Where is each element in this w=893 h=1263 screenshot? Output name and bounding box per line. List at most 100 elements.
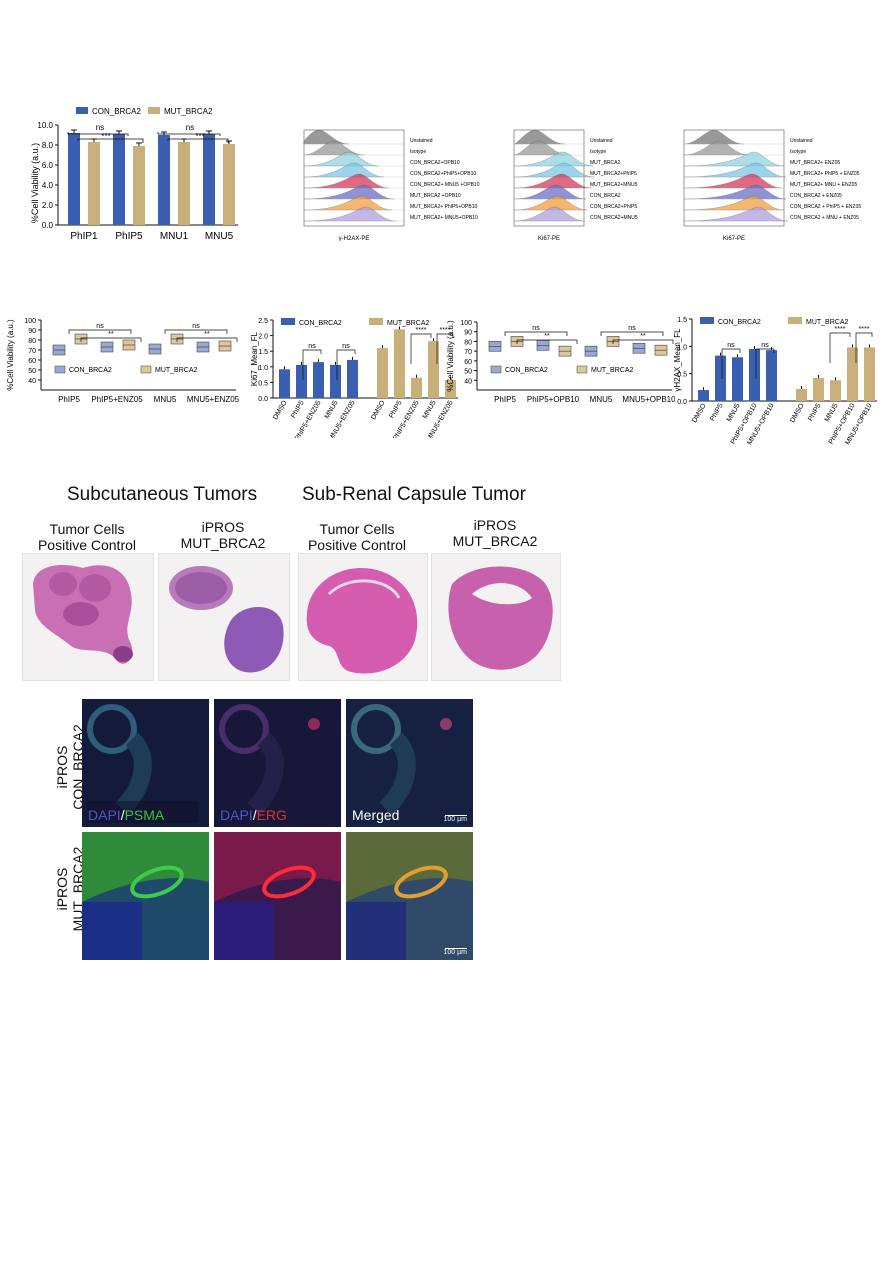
legend-swatch-mut bbox=[148, 107, 160, 114]
histogram bbox=[303, 129, 350, 145]
x-tick: DMSO bbox=[272, 399, 289, 421]
he-image-4 bbox=[431, 553, 561, 681]
bar bbox=[813, 378, 824, 401]
bar bbox=[178, 142, 190, 225]
legend-mut: MUT_BRCA2 bbox=[591, 367, 634, 374]
x-tick: MNU5 bbox=[205, 231, 234, 242]
sig-label: ns bbox=[761, 342, 769, 349]
sig-label: **** bbox=[859, 326, 870, 333]
y-tick: 10.0 bbox=[37, 121, 53, 130]
subrenal-title: Sub-Renal Capsule Tumor bbox=[302, 484, 526, 505]
sig-label: ns bbox=[96, 323, 104, 330]
y-tick: 1.5 bbox=[677, 317, 687, 324]
flow-label: MUT_BRCA2 +OPB10 bbox=[410, 193, 461, 199]
legend-mut: MUT_BRCA2 bbox=[155, 367, 198, 374]
histogram bbox=[513, 206, 585, 222]
legend-con: CON_BRCA2 bbox=[718, 319, 761, 326]
x-tick: MNU5 bbox=[726, 402, 742, 423]
label-merged: Merged bbox=[352, 807, 400, 823]
bar bbox=[133, 146, 145, 225]
flow-panel-ki67-enz: Unstained Isotype MUT_BRCA2+ ENZ05 MUT_BRCA… bbox=[683, 129, 861, 242]
y-tick: 70 bbox=[464, 349, 472, 356]
panel-c-bar: Ki67_Mean_FL 0.0 0.5 1.0 1.5 2.0 2.5 CON_BRCA2 M… bbox=[250, 318, 458, 438]
flow-label: MUT_BRCA2 bbox=[590, 160, 621, 166]
x-tick: PhIP5 bbox=[494, 395, 516, 404]
if-mut-dapi-psma bbox=[82, 832, 209, 960]
bar bbox=[88, 142, 100, 225]
bar bbox=[223, 144, 235, 225]
sig-label: ns bbox=[192, 323, 200, 330]
flow-label: MUT_BRCA2+ ENZ05 bbox=[790, 160, 840, 166]
histogram bbox=[683, 162, 787, 178]
flow-label: CON_BRCA2+MNU5 bbox=[590, 215, 638, 221]
svg-text:***: *** bbox=[195, 132, 204, 141]
y-axis-label: %Cell Viability (a.u.) bbox=[30, 143, 40, 223]
bar bbox=[445, 379, 456, 398]
y-tick: 90 bbox=[464, 330, 472, 337]
flow-label: Isotype bbox=[790, 149, 806, 155]
legend-con: CON_BRCA2 bbox=[299, 320, 342, 327]
y-axis-label: %Cell Viability (a.u.) bbox=[6, 319, 15, 391]
bar bbox=[330, 364, 341, 398]
subcutaneous-title: Subcutaneous Tumors bbox=[67, 484, 258, 505]
y-tick: 8.0 bbox=[42, 141, 54, 150]
histogram bbox=[513, 184, 587, 200]
flow-xlabel: Ki67-PE bbox=[538, 236, 560, 242]
sig-label: ns bbox=[727, 342, 735, 349]
bar bbox=[698, 390, 709, 401]
histogram bbox=[513, 173, 592, 189]
histogram bbox=[683, 173, 783, 189]
flow-label: Isotype bbox=[410, 149, 426, 155]
panel-e-bar: γH2AX_Mean_FL 0.0 0.5 1.0 1.5 CON_BRCA2 MUT_BR… bbox=[673, 317, 877, 446]
flow-xlabel: γ-H2AX-PE bbox=[339, 236, 370, 242]
flow-label: MUT_BRCA2+ MNU5+OPB10 bbox=[410, 215, 478, 221]
flow-label: CON_BRCA2+ MNU5 +OPB10 bbox=[410, 182, 480, 188]
y-tick: 100 bbox=[460, 320, 472, 327]
he-image-1 bbox=[22, 553, 154, 681]
label-psma: PSMA bbox=[124, 807, 165, 823]
legend-con: CON_BRCA2 bbox=[92, 107, 141, 116]
y-tick: 4.0 bbox=[42, 181, 54, 190]
sig-label: ** bbox=[640, 333, 646, 340]
x-tick: MNU5 bbox=[590, 395, 613, 404]
y-tick: 0.0 bbox=[677, 399, 687, 406]
histogram bbox=[303, 195, 393, 211]
x-tick: MNU5 bbox=[422, 399, 438, 420]
caption-1: Tumor Cells Positive Control bbox=[37, 521, 137, 553]
svg-text:ns: ns bbox=[186, 123, 194, 132]
sig-label: ns bbox=[628, 325, 636, 332]
histogram bbox=[303, 173, 390, 189]
sig-label: ns bbox=[308, 343, 316, 350]
bar bbox=[830, 380, 841, 401]
sig-label: ns bbox=[342, 343, 350, 350]
y-axis-label: %Cell Viability (a.u.) bbox=[446, 320, 455, 392]
y-tick: 60 bbox=[28, 358, 36, 365]
sig-label: **** bbox=[416, 327, 427, 334]
histogram bbox=[513, 162, 595, 178]
y-tick: 1.0 bbox=[677, 344, 687, 351]
flow-panel-ki67-opb: Unstained Isotype MUT_BRCA2 MUT_BRCA2+PhIP5… bbox=[513, 129, 638, 242]
y-tick: 1.5 bbox=[258, 349, 268, 356]
bar bbox=[296, 364, 307, 398]
sig-label: **** bbox=[440, 327, 451, 334]
bar bbox=[411, 377, 422, 398]
bar bbox=[864, 347, 875, 401]
histogram bbox=[513, 151, 594, 167]
x-tick: DMSO bbox=[789, 402, 806, 424]
histogram bbox=[303, 184, 395, 200]
bar bbox=[113, 134, 125, 225]
flow-label: CON_BRCA2 + PhIP5 + ENZ05 bbox=[790, 204, 861, 210]
panel-d-boxplot: %Cell Viability (a.u.) 40 50 60 70 80 90 100 PhI… bbox=[446, 320, 675, 404]
bar bbox=[394, 329, 405, 398]
legend-mut: MUT_BRCA2 bbox=[164, 107, 213, 116]
y-tick: 60 bbox=[464, 359, 472, 366]
histogram bbox=[683, 151, 785, 167]
y-tick: 70 bbox=[28, 348, 36, 355]
if-mut-merged: 100 µm bbox=[346, 832, 473, 960]
y-tick: 40 bbox=[28, 378, 36, 385]
bar bbox=[158, 135, 170, 225]
x-tick: MNU5 bbox=[154, 395, 177, 404]
bar bbox=[715, 355, 726, 401]
x-tick: MNU5 bbox=[824, 402, 840, 423]
histogram bbox=[683, 195, 785, 211]
